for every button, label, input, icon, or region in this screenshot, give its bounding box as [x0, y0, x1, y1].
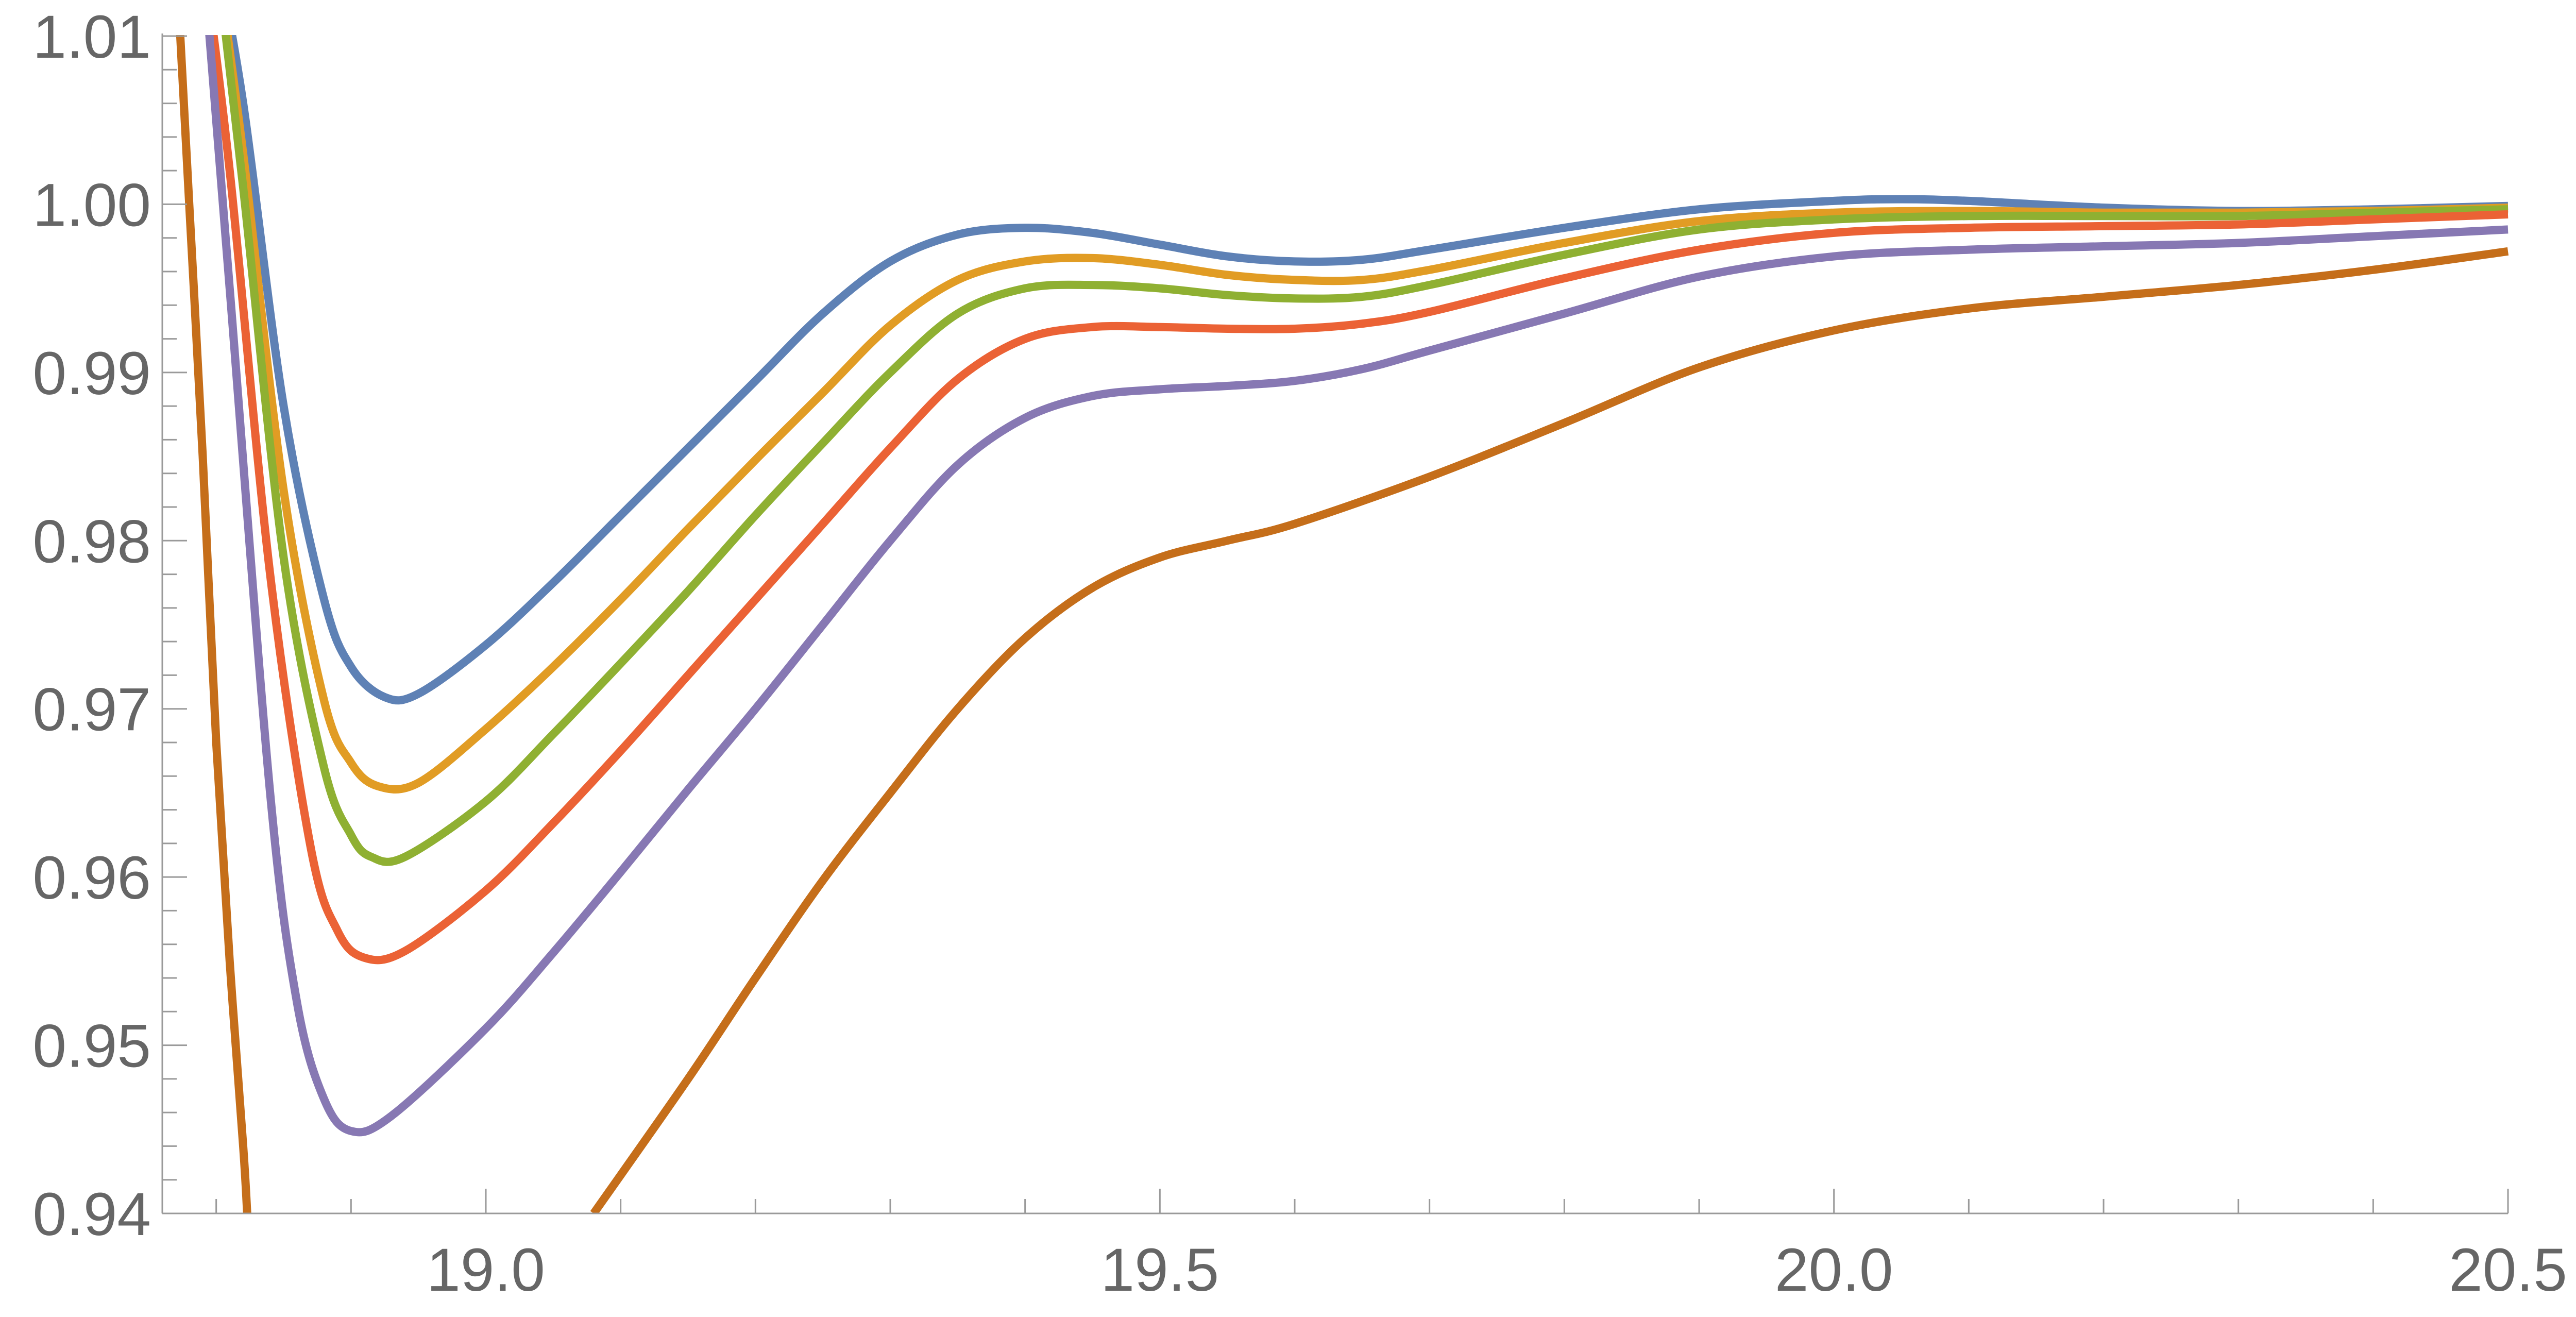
series-line-5	[205, 35, 2509, 1137]
series-layer	[176, 35, 2509, 1213]
series-line-3	[222, 35, 2509, 866]
y-tick-label: 1.00	[32, 171, 151, 239]
series-line-1	[228, 35, 2509, 705]
x-tick-label: 20.5	[2449, 1236, 2567, 1304]
y-tick-label: 1.01	[32, 3, 151, 71]
series-line-6	[176, 35, 251, 1213]
y-tick-label: 0.96	[32, 844, 151, 912]
x-tick-label: 19.0	[427, 1236, 545, 1304]
series-line-2	[223, 35, 2509, 793]
y-tick-label: 0.97	[32, 676, 151, 744]
series-line-4	[209, 35, 2509, 965]
y-tick-label: 0.98	[32, 508, 151, 576]
axes-layer: 0.94 0.95 0.96 0.97 0.98 0.99 1.00 1.01 19.0 19.5…	[32, 3, 2567, 1304]
x-tick-label: 20.0	[1775, 1236, 1893, 1304]
series-line-7	[590, 247, 2509, 1213]
y-tick-label: 0.94	[32, 1180, 151, 1248]
y-tick-label: 0.99	[32, 340, 151, 408]
y-tick-label: 0.95	[32, 1012, 151, 1080]
x-tick-label: 19.5	[1100, 1236, 1219, 1304]
